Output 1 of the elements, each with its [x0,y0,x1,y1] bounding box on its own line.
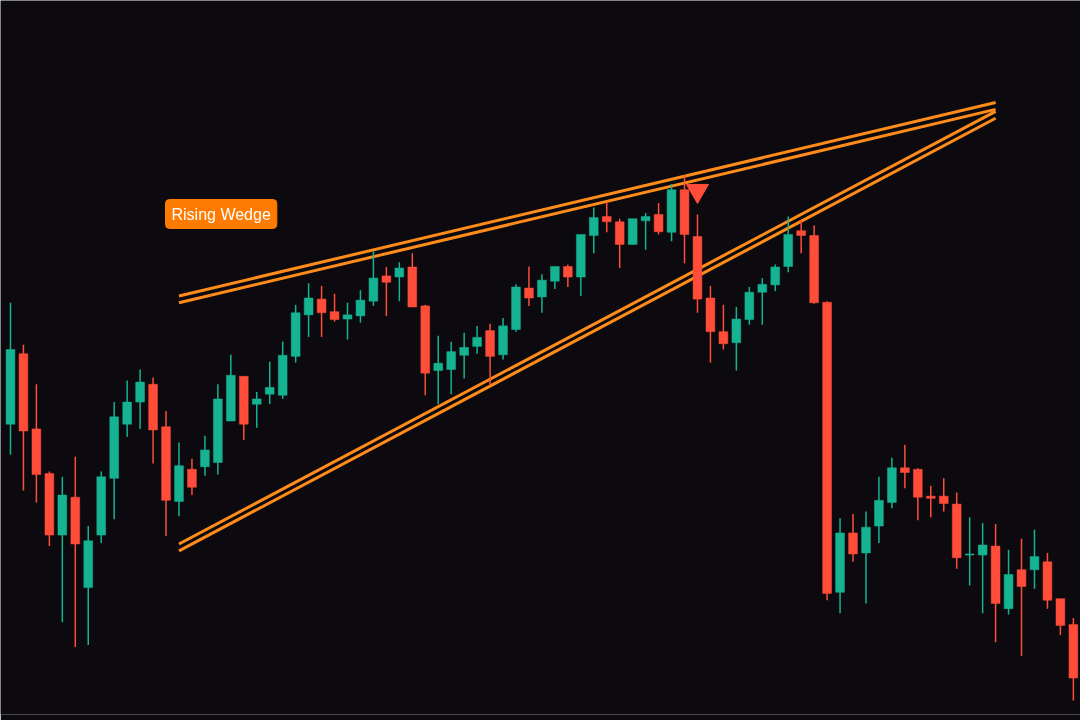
annotation: Rising Wedge [171,205,271,223]
